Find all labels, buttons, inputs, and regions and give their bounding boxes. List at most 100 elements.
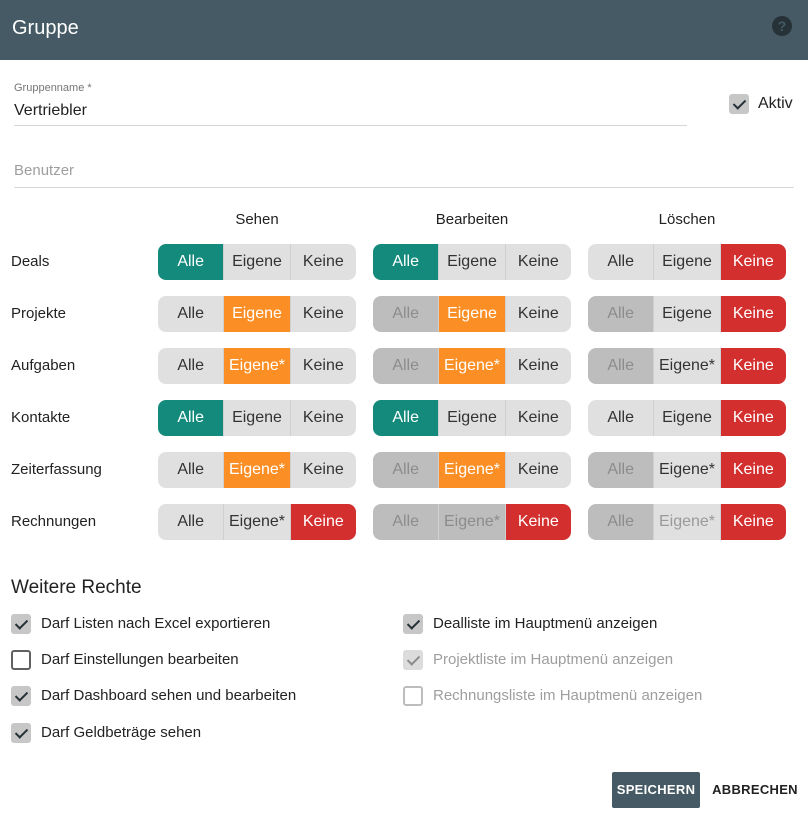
row-label: Deals — [11, 253, 50, 270]
toggle-option-eigene[interactable]: Eigene* — [438, 452, 505, 488]
toggle-option-eigene[interactable]: Eigene — [653, 296, 720, 332]
save-button[interactable]: SPEICHERN — [612, 772, 700, 808]
toggle-option-eigene: Eigene* — [438, 504, 505, 540]
toggle-option-alle[interactable]: Alle — [158, 296, 224, 332]
dialog-title: Gruppe — [12, 17, 79, 39]
toggle-option-keine[interactable]: Keine — [289, 296, 356, 332]
toggle-option-alle: Alle — [373, 452, 439, 488]
toggle-option-keine[interactable]: Keine — [504, 452, 571, 488]
toggle-group-loeschen: Alle Eigene* Keine — [588, 348, 786, 384]
toggle-option-alle[interactable]: Alle — [158, 400, 224, 436]
checkbox-empty-icon[interactable] — [11, 650, 31, 670]
group-name-label: Gruppenname * — [14, 82, 92, 94]
toggle-option-eigene[interactable]: Eigene* — [223, 452, 290, 488]
checkbox-checked-icon[interactable] — [11, 614, 31, 634]
toggle-option-eigene: Eigene* — [653, 504, 720, 540]
checkbox-checked-icon — [403, 650, 423, 670]
toggle-option-eigene[interactable]: Eigene — [223, 244, 290, 280]
permission-label: Rechnungsliste im Hauptmenü anzeigen — [433, 687, 703, 704]
toggle-option-keine[interactable]: Keine — [289, 244, 356, 280]
toggle-option-eigene[interactable]: Eigene — [223, 400, 290, 436]
toggle-group-loeschen: Alle Eigene Keine — [588, 244, 786, 280]
toggle-group-sehen: Alle Eigene Keine — [158, 244, 356, 280]
dialog-header: Gruppe ? — [0, 0, 808, 60]
toggle-option-eigene[interactable]: Eigene — [438, 400, 505, 436]
toggle-option-alle[interactable]: Alle — [373, 400, 439, 436]
toggle-option-keine[interactable]: Keine — [289, 348, 356, 384]
toggle-option-alle[interactable]: Alle — [373, 244, 439, 280]
toggle-option-keine[interactable]: Keine — [719, 400, 786, 436]
toggle-group-bearbeiten: Alle Eigene Keine — [373, 244, 571, 280]
active-label: Aktiv — [758, 95, 793, 112]
toggle-option-eigene[interactable]: Eigene* — [653, 452, 720, 488]
toggle-option-eigene[interactable]: Eigene* — [438, 348, 505, 384]
permission-label: Darf Dashboard sehen und bearbeiten — [41, 687, 297, 704]
further-rights-title: Weitere Rechte — [11, 577, 142, 598]
row-label: Projekte — [11, 305, 67, 322]
row-label: Aufgaben — [11, 357, 76, 374]
toggle-option-keine[interactable]: Keine — [719, 244, 786, 280]
toggle-option-alle[interactable]: Alle — [158, 244, 224, 280]
toggle-option-keine[interactable]: Keine — [719, 348, 786, 384]
toggle-option-eigene[interactable]: Eigene — [438, 296, 505, 332]
toggle-option-keine[interactable]: Keine — [504, 244, 571, 280]
toggle-group-sehen: Alle Eigene Keine — [158, 296, 356, 332]
toggle-group-loeschen: Alle Eigene* Keine — [588, 504, 786, 540]
permission-label: Darf Listen nach Excel exportieren — [41, 615, 271, 632]
toggle-option-alle: Alle — [373, 504, 439, 540]
permission-label: Darf Geldbeträge sehen — [41, 724, 202, 741]
checkbox-checked-icon[interactable] — [403, 614, 423, 634]
toggle-option-keine[interactable]: Keine — [719, 296, 786, 332]
toggle-option-alle: Alle — [588, 296, 654, 332]
toggle-option-eigene[interactable]: Eigene* — [223, 504, 290, 540]
toggle-option-eigene[interactable]: Eigene — [438, 244, 505, 280]
cancel-button[interactable]: ABBRECHEN — [712, 782, 798, 797]
toggle-group-bearbeiten: Alle Eigene Keine — [373, 400, 571, 436]
column-header-bearbeiten: Bearbeiten — [435, 211, 509, 228]
group-name-input[interactable]: Vertriebler — [14, 102, 87, 119]
toggle-option-alle[interactable]: Alle — [158, 348, 224, 384]
toggle-option-alle: Alle — [588, 504, 654, 540]
toggle-option-eigene[interactable]: Eigene* — [653, 348, 720, 384]
toggle-option-keine[interactable]: Keine — [504, 400, 571, 436]
toggle-option-alle[interactable]: Alle — [158, 452, 224, 488]
toggle-option-eigene[interactable]: Eigene — [223, 296, 290, 332]
column-header-loeschen: Löschen — [658, 211, 716, 228]
permission-label: Projektliste im Hauptmenü anzeigen — [433, 651, 674, 668]
toggle-option-keine[interactable]: Keine — [504, 296, 571, 332]
toggle-option-alle: Alle — [588, 348, 654, 384]
toggle-option-keine[interactable]: Keine — [504, 348, 571, 384]
toggle-option-alle[interactable]: Alle — [158, 504, 224, 540]
column-header-sehen: Sehen — [235, 211, 279, 228]
toggle-option-alle[interactable]: Alle — [588, 400, 654, 436]
toggle-option-keine[interactable]: Keine — [719, 452, 786, 488]
toggle-group-loeschen: Alle Eigene* Keine — [588, 452, 786, 488]
toggle-option-eigene[interactable]: Eigene — [653, 400, 720, 436]
toggle-option-alle: Alle — [373, 348, 439, 384]
checkbox-checked-icon[interactable] — [11, 686, 31, 706]
toggle-option-alle[interactable]: Alle — [588, 244, 654, 280]
toggle-group-sehen: Alle Eigene* Keine — [158, 452, 356, 488]
users-input[interactable]: Benutzer — [14, 162, 75, 179]
help-icon[interactable]: ? — [772, 16, 792, 36]
toggle-group-loeschen: Alle Eigene Keine — [588, 296, 786, 332]
toggle-option-keine[interactable]: Keine — [289, 504, 356, 540]
active-checkbox-box[interactable] — [729, 94, 749, 114]
toggle-option-keine[interactable]: Keine — [289, 400, 356, 436]
toggle-group-bearbeiten: Alle Eigene* Keine — [373, 504, 571, 540]
checkbox-checked-icon[interactable] — [11, 723, 31, 743]
group-name-underline — [14, 125, 687, 126]
permission-label: Dealliste im Hauptmenü anzeigen — [433, 615, 658, 632]
checkbox-empty-icon — [403, 686, 423, 706]
toggle-option-keine[interactable]: Keine — [719, 504, 786, 540]
toggle-group-sehen: Alle Eigene Keine — [158, 400, 356, 436]
permission-label: Darf Einstellungen bearbeiten — [41, 651, 239, 668]
toggle-option-alle: Alle — [373, 296, 439, 332]
toggle-option-eigene[interactable]: Eigene* — [223, 348, 290, 384]
toggle-option-alle: Alle — [588, 452, 654, 488]
toggle-group-bearbeiten: Alle Eigene* Keine — [373, 452, 571, 488]
toggle-option-eigene[interactable]: Eigene — [653, 244, 720, 280]
toggle-option-keine[interactable]: Keine — [289, 452, 356, 488]
toggle-option-keine[interactable]: Keine — [504, 504, 571, 540]
row-label: Kontakte — [11, 409, 71, 426]
